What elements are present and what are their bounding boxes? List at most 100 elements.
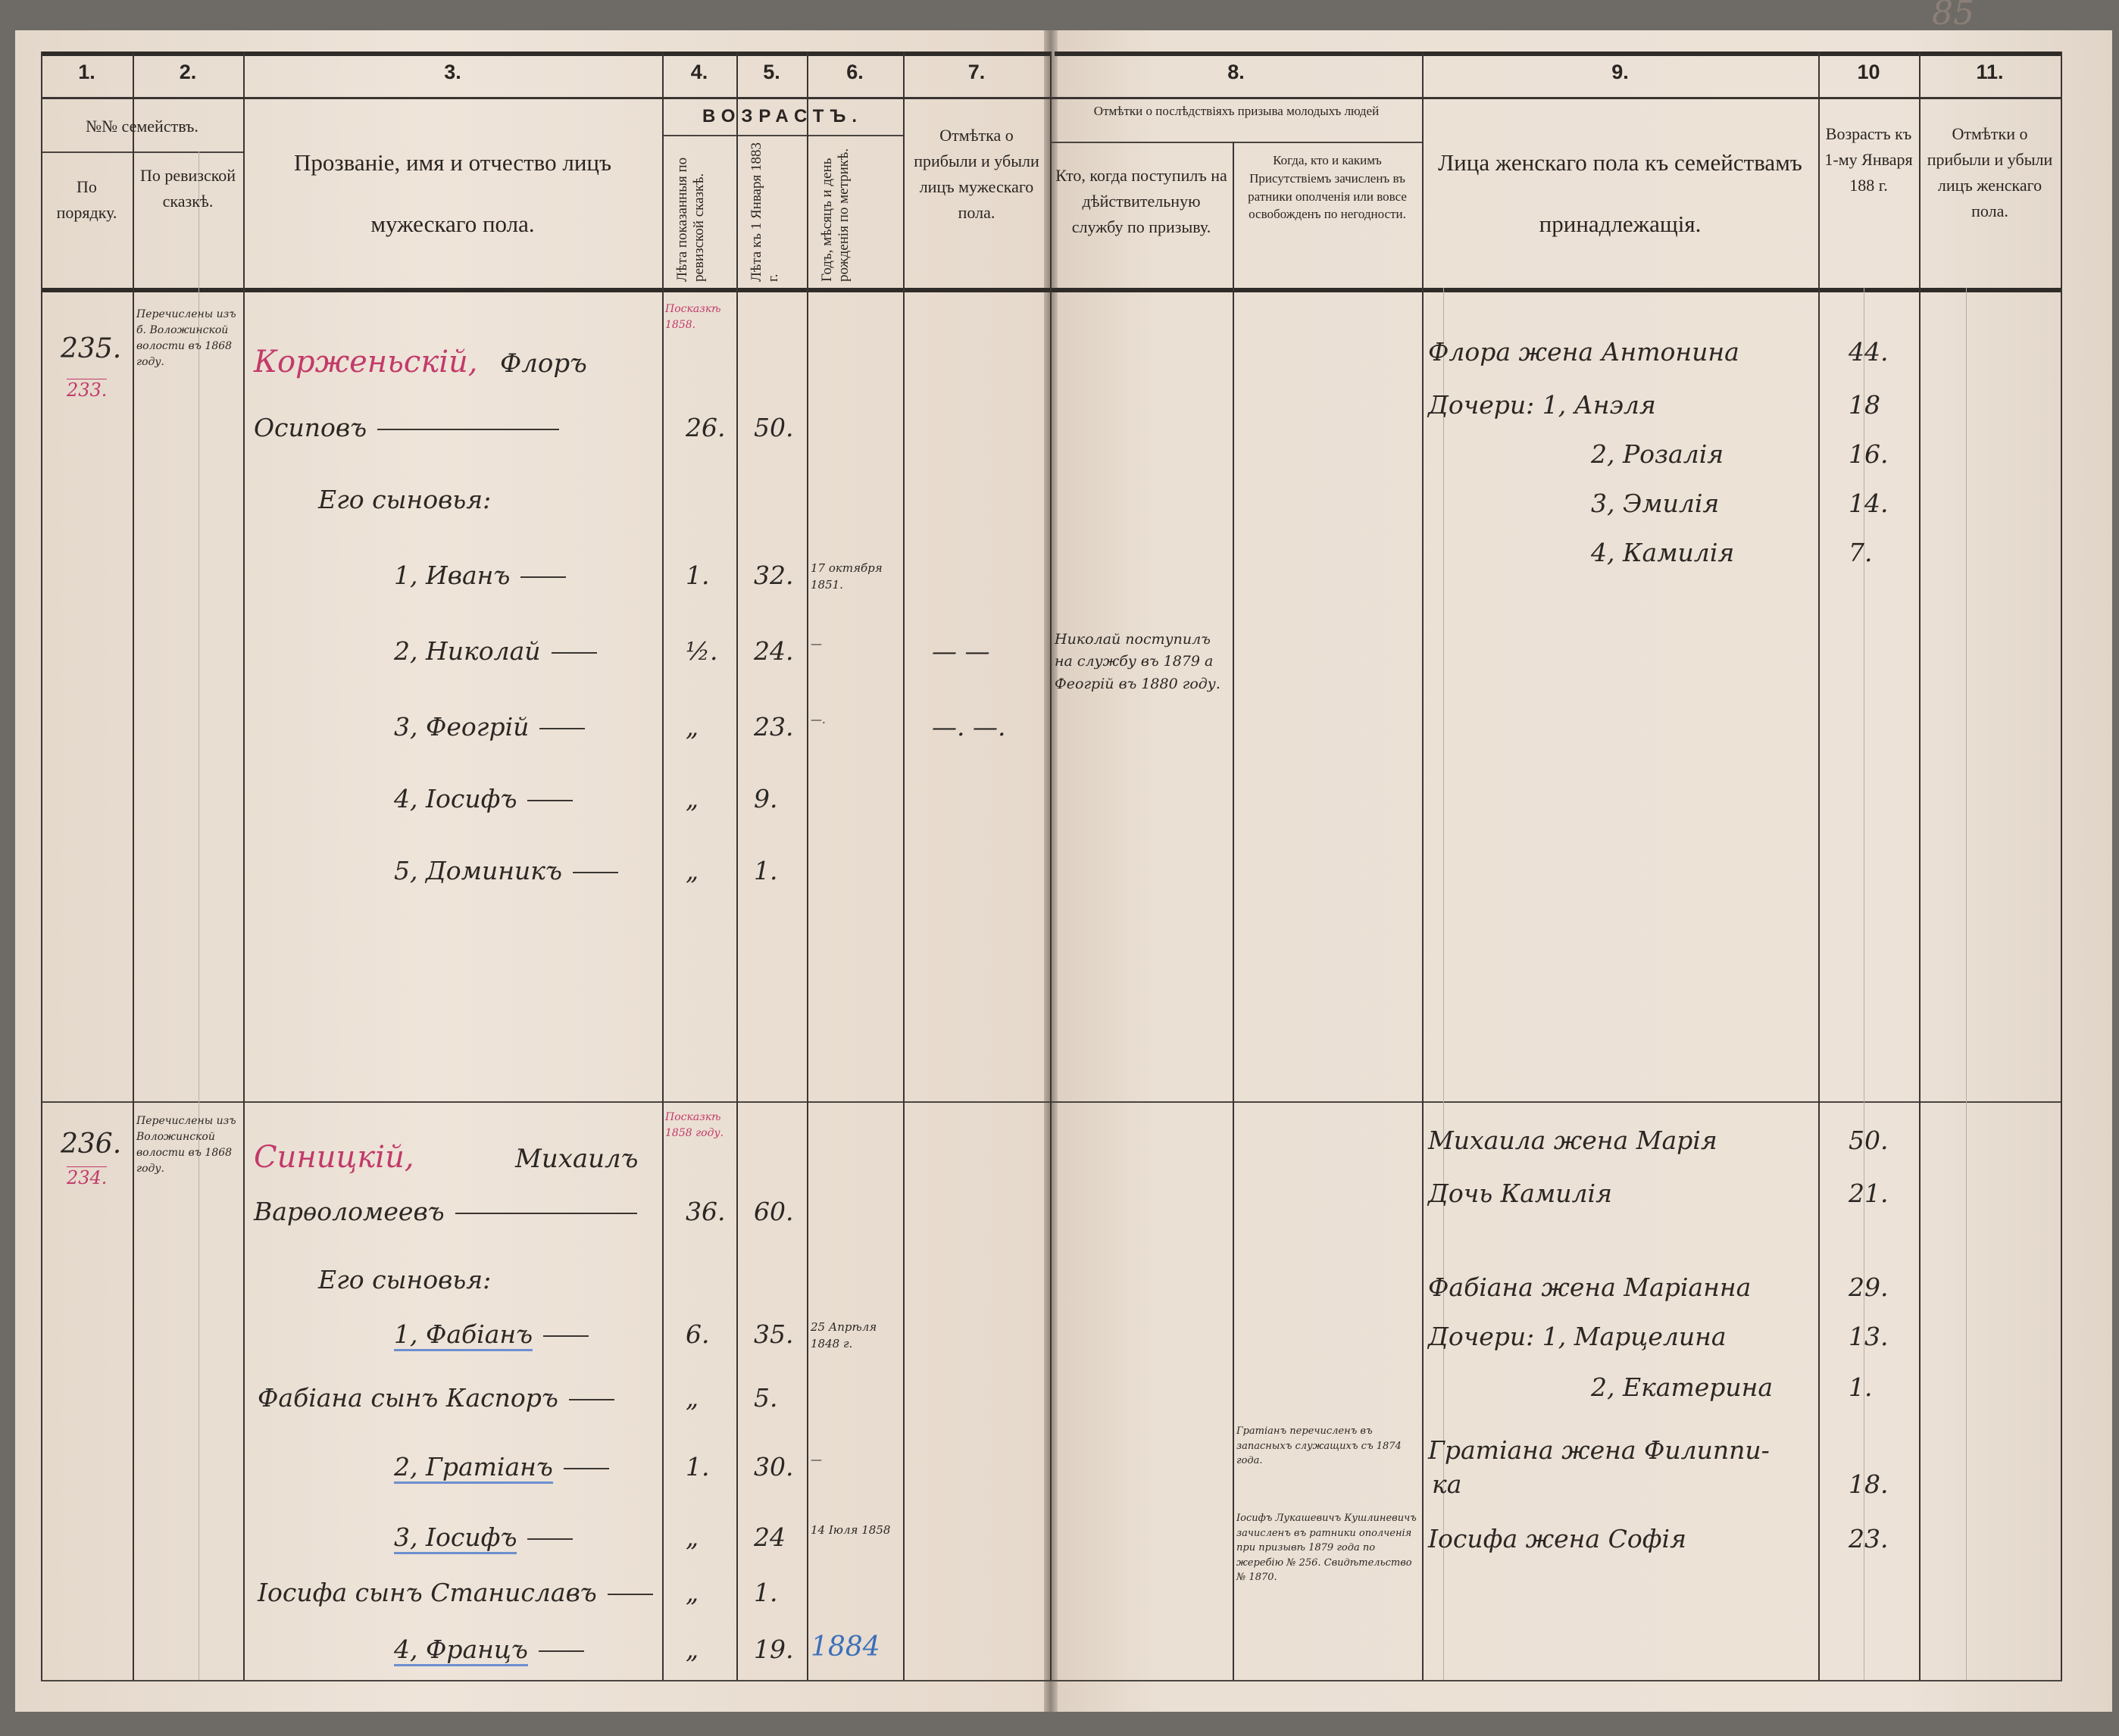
female-age: 7. [1849, 538, 1873, 567]
male-name-text: Фабіана сынъ Каспоръ [258, 1383, 558, 1413]
right-page [1052, 30, 2112, 1712]
column-number: 3. [444, 61, 461, 83]
female-entry-name: Дочь Камилія [1428, 1179, 1612, 1208]
column-header-militia: Когда, кто и какимъ Присутствіемъ зачисл… [1248, 153, 1407, 222]
age-1883: 1. [754, 1578, 778, 1607]
revision-age: „ [686, 1383, 699, 1413]
column-divider [243, 52, 245, 1680]
head-surname: Корженьскій, [254, 345, 478, 379]
age-group-header: ВОЗРАСТЪ. [702, 106, 863, 126]
family-number: 235. [61, 333, 122, 364]
age-1883: 24. [754, 636, 794, 666]
column-header-male-changes: Отмѣтка о прибыли и убыли лицъ мужескаго… [914, 126, 1039, 223]
head-given-name: Михаилъ [515, 1144, 639, 1174]
male-entry-name: 3, Феогрій [394, 712, 586, 742]
male-name-text: Варѳоломеевъ [254, 1197, 445, 1226]
column-number: 4. [690, 61, 708, 83]
female-age: 50. [1849, 1126, 1889, 1155]
fill-dash [563, 1468, 609, 1469]
female-entry-name: ка [1432, 1469, 1462, 1499]
birth-date: 14 Іюля 1858 [811, 1523, 891, 1537]
male-entry-name: 1, Фабіанъ [394, 1319, 589, 1351]
birth-date: — [811, 1453, 822, 1466]
families-group-rule [41, 151, 243, 153]
male-name-text: Его сыновья: [318, 485, 492, 514]
ruling-line [1443, 288, 1444, 1680]
column-number: 11. [1976, 61, 2004, 83]
birth-date: 1884 [811, 1631, 880, 1663]
age-1883: 35. [754, 1319, 794, 1349]
female-age: 1. [1849, 1372, 1873, 1402]
column-divider [1919, 52, 1921, 1680]
column-divider [1422, 52, 1424, 1680]
column-divider [2061, 52, 2062, 1680]
revision-age: 1. [686, 1452, 710, 1482]
age-1883: 30. [754, 1452, 794, 1482]
male-name-text: 4, Францъ [394, 1635, 528, 1666]
census-note: Посказкѣ 1858. [665, 303, 721, 331]
female-age: 18. [1849, 1469, 1889, 1499]
head-surname: Синицкій, [254, 1140, 414, 1175]
revision-age: 26. [686, 413, 726, 442]
column-divider [1050, 52, 1052, 1680]
revision-age: „ [686, 856, 699, 885]
column-number: 10 [1857, 61, 1880, 83]
fill-dash [572, 872, 618, 873]
header-bottom-rule [41, 288, 2062, 292]
left-page [15, 30, 1052, 1712]
birth-date: 17 октября 1851. [811, 561, 883, 592]
female-entry-name: Іосифа жена Софія [1428, 1524, 1686, 1553]
column-number: 7. [967, 61, 986, 83]
male-remark: — — [932, 636, 990, 666]
fill-dash [527, 1538, 574, 1540]
female-entry-name: 2, Екатерина [1591, 1372, 1774, 1402]
age-1883: 1. [754, 856, 778, 885]
number-row-rule [41, 97, 2062, 99]
top-rule [1055, 52, 2062, 56]
service-note: Николай поступилъ на службу въ 1879 а Фе… [1055, 631, 1220, 692]
revision-age: „ [686, 1635, 699, 1664]
column-header-male-names: Прозваніе, имя и отчество лицъ мужескаго… [293, 149, 612, 237]
fill-dash [455, 1213, 637, 1214]
female-entry-name: Флора жена Антонина [1428, 337, 1739, 367]
column-number: 9. [1611, 61, 1629, 83]
male-entry-name: 1, Иванъ [394, 560, 567, 590]
revision-age: „ [686, 1522, 699, 1552]
column-number: 1. [78, 61, 95, 83]
fill-dash [543, 1335, 589, 1337]
age-1883: 24 [754, 1522, 786, 1552]
male-entry-name: Осиповъ [254, 413, 560, 442]
female-entry-name: 2, Розалія [1591, 439, 1724, 469]
male-entry-name: 2, Гратіанъ [394, 1452, 609, 1484]
age-1883: 50. [754, 413, 794, 442]
male-entry-name: Іосифа сынъ Станиславъ [258, 1578, 653, 1607]
male-name-text: 3, Феогрій [394, 712, 530, 742]
female-age: 16. [1849, 439, 1889, 469]
fill-dash [527, 800, 574, 801]
male-name-text: 1, Фабіанъ [394, 1319, 533, 1351]
column-divider [41, 52, 42, 1680]
female-age: 18 [1849, 390, 1880, 420]
female-age: 29. [1849, 1272, 1889, 1302]
age-1883: 5. [754, 1383, 778, 1413]
militia-note: Іосифъ Лукашевичъ Кушлиневичъ зачисленъ … [1236, 1513, 1417, 1583]
female-age: 14. [1849, 489, 1889, 518]
families-group-header: №№ семействъ. [86, 117, 198, 136]
fill-dash [568, 1399, 614, 1400]
column-divider [903, 52, 905, 1680]
ruling-line [1966, 288, 1967, 1680]
male-entry-name: 4, Францъ [394, 1635, 584, 1666]
militia-note: Гратіанъ перечисленъ въ запасныхъ служащ… [1236, 1425, 1402, 1466]
male-name-text: 5, Доминикъ [394, 856, 562, 885]
column-divider [736, 52, 738, 1680]
fill-dash [520, 576, 567, 578]
column-divider [662, 52, 664, 1680]
fill-dash [538, 1650, 584, 1652]
revision-age: „ [686, 712, 699, 742]
female-entry-name: 3, Эмилія [1591, 489, 1720, 518]
family-number: 236. [61, 1129, 122, 1160]
conscription-group-rule [1050, 142, 1422, 143]
male-entry-name: 5, Доминикъ [394, 856, 618, 885]
revision-age: 36. [686, 1197, 726, 1226]
column-header-col5: Лѣта къ 1 Января 1883 г. [749, 142, 781, 282]
